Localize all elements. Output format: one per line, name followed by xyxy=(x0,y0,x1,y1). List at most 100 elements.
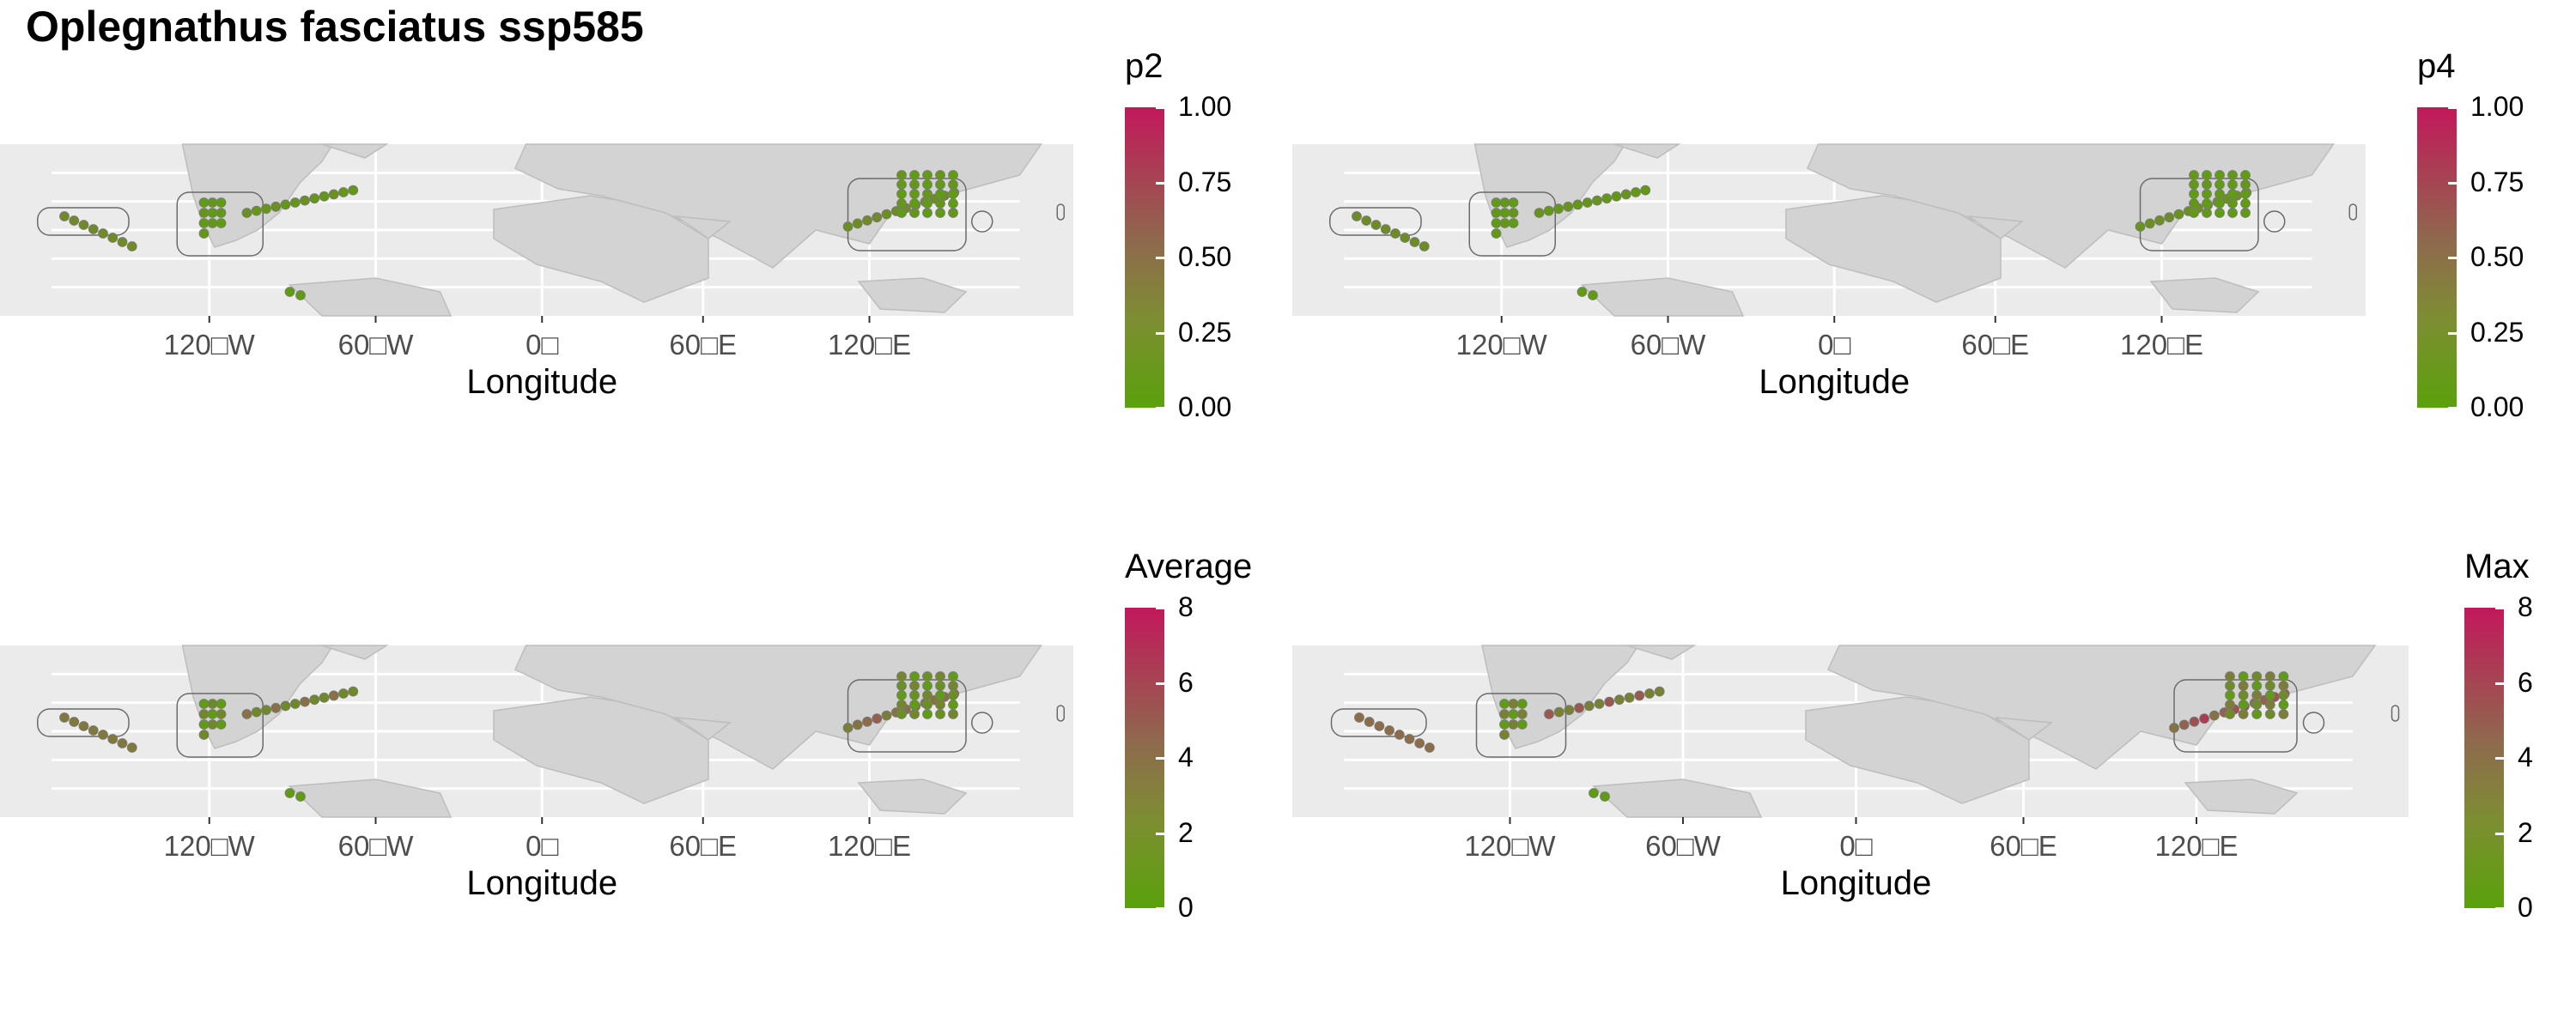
occurrence-point xyxy=(1620,189,1631,200)
colorbar-tick xyxy=(2495,832,2504,835)
occurrence-point xyxy=(862,716,872,727)
x-tick-label: 60□W xyxy=(1645,830,1722,862)
occurrence-point xyxy=(2264,700,2275,710)
colorbar-label: 8 xyxy=(2518,591,2533,622)
occurrence-point xyxy=(1588,290,1598,300)
occurrence-point xyxy=(2240,208,2251,218)
occurrence-point xyxy=(909,170,920,180)
occurrence-point xyxy=(1644,688,1655,699)
occurrence-point xyxy=(935,681,945,691)
occurrence-point xyxy=(2251,690,2263,700)
occurrence-point xyxy=(1577,287,1588,297)
occurrence-point xyxy=(78,220,89,230)
occurrence-point xyxy=(289,197,301,208)
occurrence-point xyxy=(1499,730,1510,740)
occurrence-point xyxy=(1604,696,1615,707)
occurrence-point xyxy=(922,170,933,180)
occurrence-point xyxy=(251,205,262,216)
occurrence-point xyxy=(1491,197,1502,208)
occurrence-point xyxy=(1370,220,1382,230)
x-tick-label: 0□ xyxy=(526,329,558,360)
x-tick-label: 120□E xyxy=(828,830,911,862)
occurrence-point xyxy=(1352,211,1362,221)
x-tick-label: 0□ xyxy=(1839,830,1872,862)
occurrence-point xyxy=(270,702,282,713)
occurrence-point xyxy=(872,212,883,223)
species-range-outline xyxy=(176,693,264,758)
occurrence-point xyxy=(909,681,920,691)
occurrence-point xyxy=(261,705,271,716)
occurrence-point xyxy=(2238,690,2249,700)
occurrence-point xyxy=(2202,208,2212,218)
occurrence-point xyxy=(1499,197,1510,208)
occurrence-point xyxy=(1499,218,1510,228)
x-tick-label: 60□W xyxy=(338,830,415,862)
occurrence-point xyxy=(309,193,320,204)
x-tick-label: 0□ xyxy=(526,830,558,862)
occurrence-point xyxy=(1592,195,1602,206)
occurrence-point xyxy=(309,694,320,706)
occurrence-point xyxy=(207,719,218,730)
occurrence-point xyxy=(1380,224,1391,234)
occurrence-point xyxy=(338,187,349,197)
occurrence-point xyxy=(216,208,227,218)
occurrence-point xyxy=(935,189,945,199)
occurrence-point xyxy=(198,719,210,730)
occurrence-point xyxy=(1508,699,1519,709)
species-range-outline xyxy=(847,178,967,251)
x-tick-label: 120□W xyxy=(1456,329,1548,360)
occurrence-point xyxy=(1600,791,1610,802)
occurrence-point xyxy=(1601,193,1613,204)
x-tick-label: 60□W xyxy=(338,329,415,360)
x-tick-label: 60□E xyxy=(669,830,737,862)
colorbar-label: 4 xyxy=(1178,742,1194,772)
occurrence-point xyxy=(2251,671,2263,682)
occurrence-point xyxy=(922,681,933,691)
occurrence-point xyxy=(284,287,295,297)
occurrence-point xyxy=(2227,170,2238,180)
colorbar-label: 8 xyxy=(1178,591,1194,622)
occurrence-point xyxy=(198,699,210,709)
occurrence-point xyxy=(852,218,863,229)
occurrence-point xyxy=(241,208,252,218)
colorbar-label: 2 xyxy=(2518,816,2533,848)
legend-title: Average xyxy=(1125,548,1253,585)
occurrence-point xyxy=(319,692,330,703)
occurrence-point xyxy=(909,700,920,710)
species-range-outline xyxy=(37,708,130,737)
occurrence-point xyxy=(1499,709,1510,719)
occurrence-point xyxy=(1424,742,1435,753)
occurrence-point xyxy=(2215,189,2225,199)
map-panel-p2: 120□W 60□W 0□ 60□E 120□E Longitude xyxy=(0,143,1073,401)
colorbar-tick xyxy=(2495,907,2504,910)
occurrence-point xyxy=(1400,233,1411,243)
legend-title: p4 xyxy=(2417,47,2456,85)
map-panel-max: 120□W 60□W 0□ 60□E 120□E Longitude xyxy=(1292,645,2409,902)
x-tick-label: 120□E xyxy=(2154,830,2238,862)
legend-title: Max xyxy=(2464,548,2530,585)
x-axis-label: Longitude xyxy=(1781,864,1932,902)
occurrence-point xyxy=(2227,208,2238,218)
occurrence-point xyxy=(319,191,330,202)
occurrence-point xyxy=(1491,208,1502,218)
occurrence-point xyxy=(2189,189,2199,199)
occurrence-point xyxy=(2202,198,2212,209)
occurrence-point xyxy=(909,208,920,218)
occurrence-point xyxy=(948,208,958,218)
x-tick-label: 60□W xyxy=(1631,329,1707,360)
colorbar-tick xyxy=(2448,331,2457,335)
occurrence-point xyxy=(948,690,958,700)
occurrence-point xyxy=(1594,699,1605,709)
occurrence-point xyxy=(1574,702,1585,713)
island-outline xyxy=(2263,210,2286,233)
colorbar-tick xyxy=(1156,181,1164,185)
occurrence-point xyxy=(935,179,945,190)
legend-average: Average 8 6 4 2 0 xyxy=(1125,548,1297,942)
occurrence-point xyxy=(107,734,118,744)
occurrence-point xyxy=(1508,197,1519,208)
occurrence-point xyxy=(2238,709,2249,719)
occurrence-point xyxy=(1611,191,1622,202)
occurrence-point xyxy=(2264,671,2275,682)
occurrence-point xyxy=(1404,734,1415,744)
colorbar-label: 0 xyxy=(1178,892,1194,923)
